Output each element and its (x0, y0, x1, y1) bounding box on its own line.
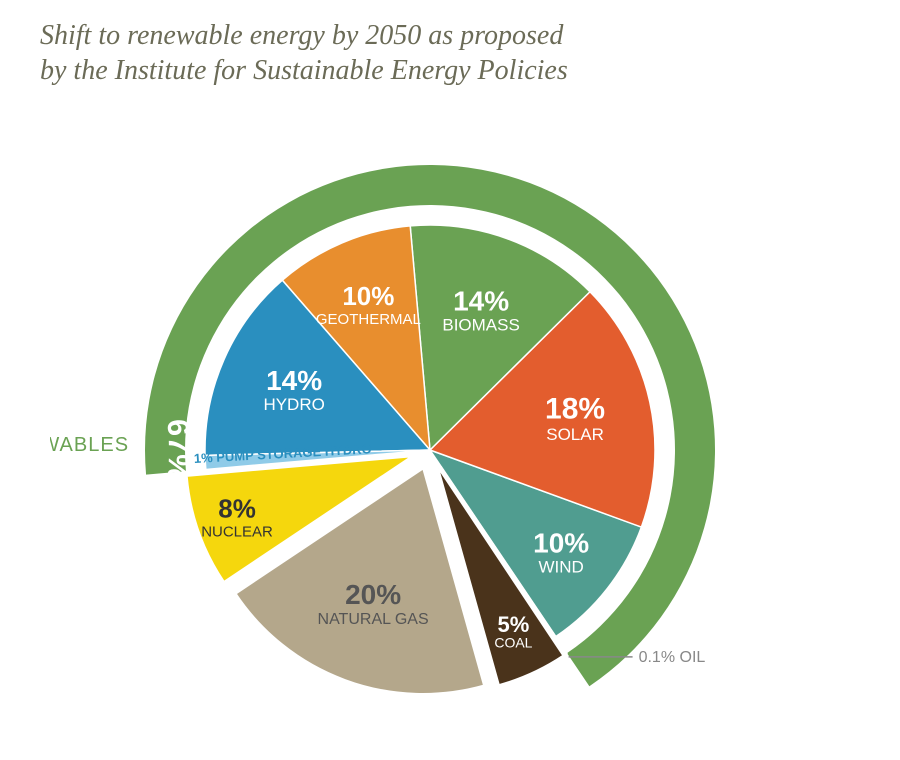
label-oil: 0.1% OIL (639, 649, 706, 666)
pct-coal: 5% (498, 612, 530, 637)
name-wind: WIND (539, 558, 584, 577)
name-natgas: NATURAL GAS (318, 611, 429, 628)
pie-chart: 67%RENEWABLES10%WIND18%SOLAR14%BIOMASS10… (50, 120, 850, 740)
name-biomass: BIOMASS (442, 316, 519, 335)
pct-solar: 18% (545, 392, 605, 425)
name-geothermal: GEOTHERMAL (316, 311, 421, 328)
pct-nuclear: 8% (218, 494, 256, 524)
name-coal: COAL (494, 635, 532, 651)
pct-biomass: 14% (453, 286, 509, 317)
pct-hydro: 14% (266, 365, 322, 396)
title-line-2: by the Institute for Sustainable Energy … (40, 55, 568, 86)
name-hydro: HYDRO (263, 395, 324, 414)
pct-wind: 10% (533, 528, 589, 559)
name-solar: SOLAR (546, 425, 604, 444)
pct-natgas: 20% (345, 579, 401, 610)
chart-title: Shift to renewable energy by 2050 as pro… (40, 18, 568, 88)
renewables-pct: 67% (160, 418, 195, 482)
pct-geothermal: 10% (342, 281, 394, 311)
title-line-1: Shift to renewable energy by 2050 as pro… (40, 20, 563, 51)
name-nuclear: NUCLEAR (201, 523, 273, 540)
renewables-label: RENEWABLES (50, 434, 129, 456)
